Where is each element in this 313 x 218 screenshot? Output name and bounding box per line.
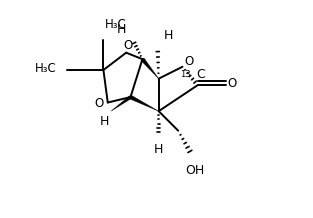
Text: C: C (196, 68, 205, 81)
Polygon shape (111, 96, 131, 111)
Text: H: H (100, 116, 109, 128)
Text: OH: OH (185, 164, 204, 177)
Text: H: H (164, 29, 173, 42)
Text: O: O (228, 77, 237, 90)
Text: O: O (95, 97, 104, 110)
Text: O: O (184, 55, 193, 68)
Text: H₃C: H₃C (35, 62, 57, 75)
Polygon shape (130, 95, 159, 111)
Text: 13: 13 (181, 70, 191, 79)
Polygon shape (141, 58, 159, 79)
Text: H: H (154, 143, 163, 156)
Text: H₃C: H₃C (105, 19, 126, 31)
Text: O: O (124, 39, 133, 52)
Text: H: H (117, 23, 126, 36)
